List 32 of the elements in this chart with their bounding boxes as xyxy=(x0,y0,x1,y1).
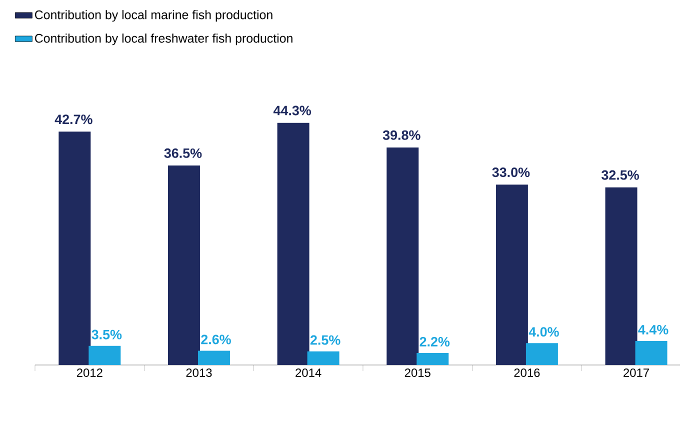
bar xyxy=(605,187,638,365)
data-label: 2.5% xyxy=(310,335,340,345)
bar xyxy=(307,351,340,365)
data-label: 2.6% xyxy=(201,334,231,344)
x-tick-label: 2012 xyxy=(76,368,102,377)
bar xyxy=(88,346,121,365)
data-label: 32.5% xyxy=(602,170,639,180)
bar xyxy=(198,350,230,365)
legend-label: Contribution by local freshwater fish production xyxy=(34,34,292,46)
bar xyxy=(386,147,419,365)
bar xyxy=(168,165,200,365)
data-label: 36.5% xyxy=(164,148,202,158)
bar xyxy=(635,340,668,365)
x-tick-label: 2015 xyxy=(404,368,430,377)
x-tick-label: 2013 xyxy=(186,368,212,377)
bar xyxy=(58,132,91,365)
bar xyxy=(277,122,310,365)
bar xyxy=(496,184,528,365)
data-label: 42.7% xyxy=(54,114,92,124)
legend-label: Contribution by local marine fish production xyxy=(34,10,272,22)
x-tick-label: 2016 xyxy=(514,368,540,377)
data-label: 2.2% xyxy=(420,336,450,346)
data-label: 4.4% xyxy=(638,324,668,334)
bar xyxy=(526,343,558,365)
x-tick-label: 2014 xyxy=(296,368,322,377)
data-label: 4.0% xyxy=(528,327,559,337)
bar xyxy=(416,352,449,365)
x-tick-label: 2017 xyxy=(624,368,649,377)
data-label: 3.5% xyxy=(92,330,122,340)
data-label: 44.3% xyxy=(273,106,312,116)
data-label: 33.0% xyxy=(492,168,530,178)
data-label: 39.8% xyxy=(382,130,420,140)
